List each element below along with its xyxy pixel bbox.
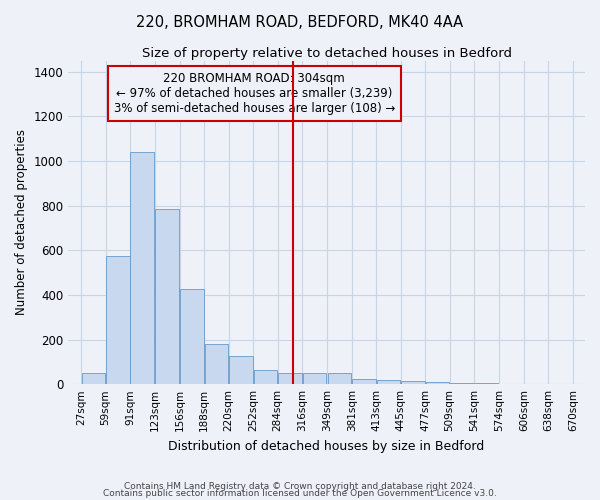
Bar <box>377 380 400 384</box>
Text: 220, BROMHAM ROAD, BEDFORD, MK40 4AA: 220, BROMHAM ROAD, BEDFORD, MK40 4AA <box>136 15 464 30</box>
Text: 220 BROMHAM ROAD: 304sqm
← 97% of detached houses are smaller (3,239)
3% of semi: 220 BROMHAM ROAD: 304sqm ← 97% of detach… <box>113 72 395 115</box>
Text: Contains public sector information licensed under the Open Government Licence v3: Contains public sector information licen… <box>103 489 497 498</box>
Bar <box>229 356 253 384</box>
Bar <box>278 373 302 384</box>
Bar <box>205 344 229 384</box>
Bar <box>130 152 154 384</box>
Bar <box>82 373 105 384</box>
Bar <box>328 373 352 384</box>
Title: Size of property relative to detached houses in Bedford: Size of property relative to detached ho… <box>142 48 512 60</box>
Bar <box>425 382 449 384</box>
Y-axis label: Number of detached properties: Number of detached properties <box>15 130 28 316</box>
Bar <box>180 290 204 384</box>
Bar <box>352 378 376 384</box>
Bar <box>450 383 474 384</box>
Bar <box>302 373 326 384</box>
Text: Contains HM Land Registry data © Crown copyright and database right 2024.: Contains HM Land Registry data © Crown c… <box>124 482 476 491</box>
Bar <box>155 209 179 384</box>
Bar <box>106 256 130 384</box>
Bar <box>401 381 425 384</box>
X-axis label: Distribution of detached houses by size in Bedford: Distribution of detached houses by size … <box>169 440 485 452</box>
Bar <box>254 370 277 384</box>
